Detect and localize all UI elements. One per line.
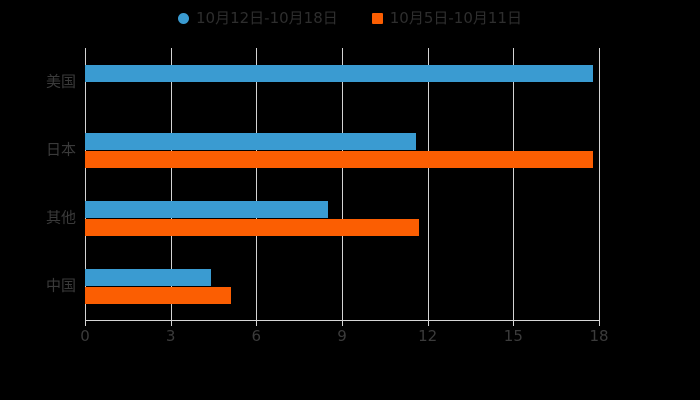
gridline-x-12	[427, 48, 429, 320]
bar-2-series-1[interactable]	[85, 218, 420, 236]
x-tick-mark-15	[513, 321, 515, 326]
x-tick-mark-3	[170, 321, 172, 326]
gridline-x-15	[513, 48, 515, 320]
x-tick-label-12: 12	[418, 327, 438, 345]
x-tick-mark-12	[427, 321, 429, 326]
legend-item-series-0[interactable]: 10月12日-10月18日	[178, 8, 338, 27]
legend-item-series-1[interactable]: 10月5日-10月11日	[371, 8, 522, 27]
gridline-x-0	[85, 48, 86, 320]
bar-1-series-1[interactable]	[85, 150, 594, 168]
bar-2-series-0[interactable]	[85, 200, 328, 218]
x-tick-label-6: 6	[251, 327, 262, 345]
y-axis-label-0: 美国	[45, 72, 76, 91]
legend-label-series-1: 10月5日-10月11日	[389, 8, 522, 27]
x-tick-label-15: 15	[503, 327, 523, 345]
y-axis-label-3: 中国	[45, 276, 76, 295]
gridline-x-18	[599, 48, 600, 320]
gridline-x-3	[170, 48, 172, 320]
bar-3-series-0[interactable]	[85, 268, 211, 286]
bar-0-series-0[interactable]	[85, 64, 594, 82]
x-tick-label-3: 3	[165, 327, 176, 345]
y-axis-label-1: 日本	[45, 140, 76, 159]
x-tick-label-0: 0	[80, 327, 90, 345]
x-tick-mark-6	[256, 321, 258, 326]
x-axis-line	[85, 320, 600, 321]
legend-label-series-0: 10月12日-10月18日	[196, 8, 338, 27]
x-tick-mark-18	[599, 321, 600, 326]
legend-circle-marker-icon	[178, 12, 189, 24]
legend-square-marker-icon	[371, 12, 383, 24]
chart-legend: 10月12日-10月18日 10月5日-10月11日	[0, 4, 700, 32]
bar-1-series-0[interactable]	[85, 132, 417, 150]
plot-area	[85, 48, 600, 320]
x-tick-label-18: 18	[589, 327, 609, 345]
x-tick-mark-0	[85, 321, 86, 326]
gridline-x-6	[256, 48, 258, 320]
y-axis-label-2: 其他	[45, 208, 76, 227]
x-tick-mark-9	[342, 321, 343, 326]
gridline-x-9	[342, 48, 343, 320]
y-axis-category-labels: 美国 日本 其他 中国	[0, 0, 76, 400]
bar-3-series-1[interactable]	[85, 286, 231, 304]
x-tick-label-9: 9	[337, 327, 347, 345]
